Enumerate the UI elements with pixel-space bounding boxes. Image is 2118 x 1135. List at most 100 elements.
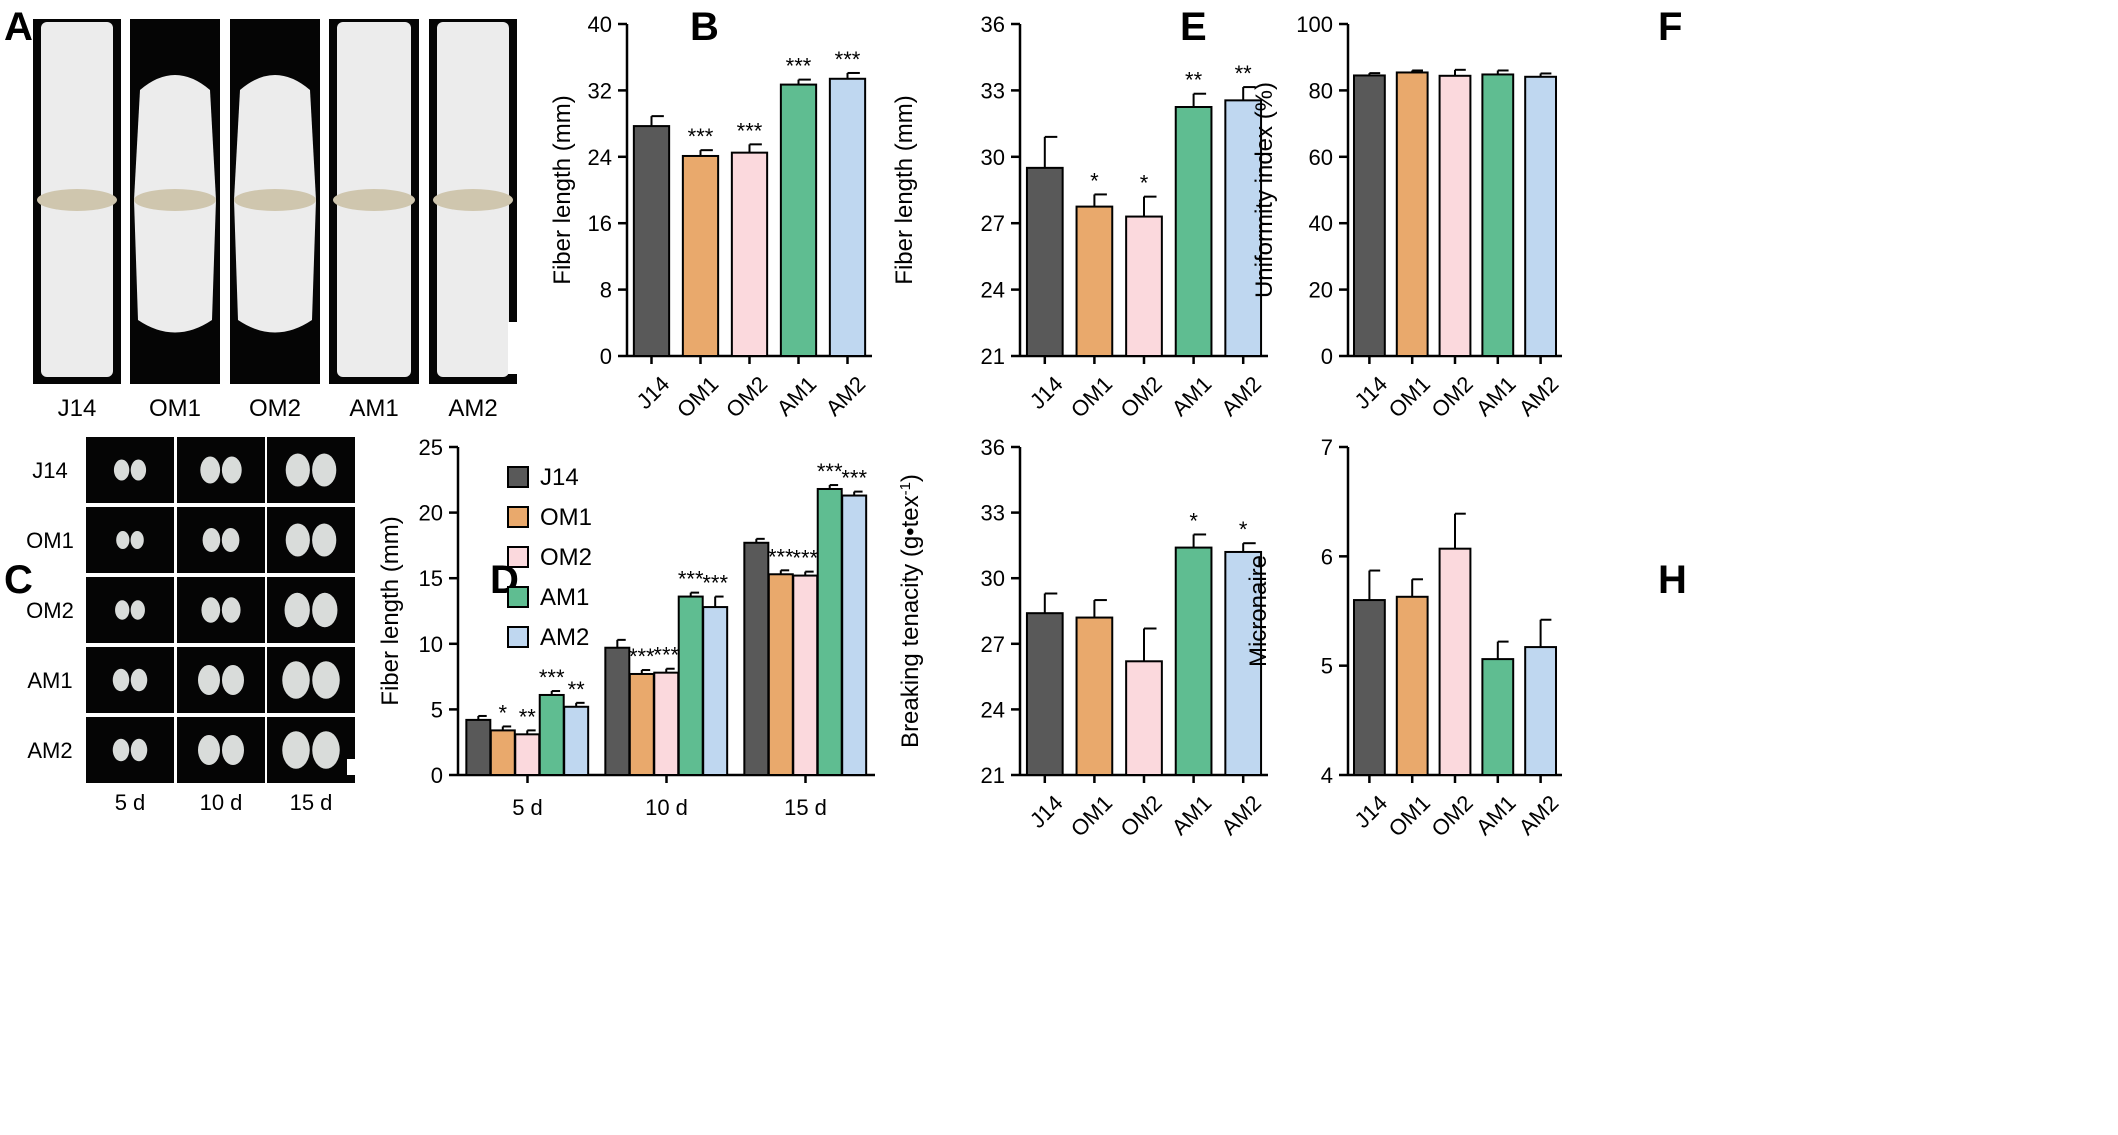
ovule-frame [177, 717, 265, 783]
y-tick-label: 21 [981, 344, 1005, 369]
ovule [221, 456, 242, 484]
ovule [284, 592, 310, 628]
significance-label: *** [768, 544, 794, 569]
ovule [312, 661, 340, 699]
y-axis-label: Micronaire [1245, 555, 1272, 667]
row-label: AM1 [27, 668, 72, 693]
ovule [282, 661, 310, 699]
bar [538, 693, 565, 777]
legend-swatch [507, 546, 529, 568]
y-axis-label-suffix: ) [897, 474, 924, 482]
x-tick-label: AM1 [772, 371, 822, 421]
y-tick-label: 40 [588, 12, 612, 37]
bar [1125, 660, 1163, 776]
y-tick-label: 36 [981, 12, 1005, 37]
chart-panel-g: 21 24 27 30 33 36 Breaking tenacity (g•tex-1) J… [897, 435, 1268, 842]
significance-label: * [499, 700, 508, 725]
y-tick-label: 24 [588, 145, 612, 170]
legend-label: J14 [540, 464, 579, 491]
bar [1125, 215, 1163, 357]
y-axis-label: Fiber length (mm) [549, 95, 576, 284]
y-tick-label: 21 [981, 763, 1005, 788]
ovule-photo-panel: J14 OM1 OM2 AM1 AM2 5 d 10 d 15 d [26, 437, 355, 815]
fiber-tie [37, 189, 117, 211]
ovule [198, 665, 220, 695]
y-tick-label: 5 [1321, 654, 1333, 679]
bar [681, 154, 720, 357]
y-tick-label: 20 [419, 501, 443, 526]
x-tick-label: OM1 [1384, 371, 1435, 422]
bar [743, 541, 770, 776]
significance-label: *** [629, 644, 655, 669]
legend-swatch [507, 626, 529, 648]
legend-swatch [507, 586, 529, 608]
ovule [115, 600, 130, 620]
column-label: 5 d [115, 790, 146, 815]
x-tick-label: OM2 [1115, 371, 1166, 422]
ovule-frame [86, 577, 174, 643]
ovule [130, 600, 145, 620]
ovule [222, 665, 244, 695]
y-tick-label: 8 [600, 278, 612, 303]
chart-panel-b: 0 8 16 24 32 40 Fiber length (mm) J14 *** OM1 *** O… [549, 12, 872, 423]
bar [702, 606, 729, 777]
y-tick-label: 6 [1321, 544, 1333, 569]
fiber-tie [234, 189, 316, 211]
x-tick-label: J14 [1025, 790, 1068, 833]
significance-label: *** [702, 571, 728, 596]
bar [1075, 205, 1114, 357]
significance-label: *** [841, 466, 867, 491]
y-tick-label: 24 [981, 278, 1005, 303]
row-label: J14 [32, 458, 67, 483]
x-tick-label: AM2 [1216, 790, 1266, 840]
bar [1352, 599, 1386, 776]
ovule [130, 459, 147, 481]
bar [816, 487, 843, 776]
bar [1025, 612, 1064, 776]
significance-label: * [1090, 168, 1099, 193]
x-tick-label: J14 [632, 371, 675, 414]
bar [1224, 99, 1263, 357]
legend-label: AM2 [540, 624, 589, 651]
y-tick-label: 33 [981, 501, 1005, 526]
bar [514, 733, 541, 777]
x-tick-label: 5 d [512, 795, 543, 820]
row-label: OM2 [26, 598, 74, 623]
y-tick-label: 36 [981, 435, 1005, 460]
row-label: AM2 [27, 738, 72, 763]
ovule [112, 738, 130, 762]
photo-label: OM2 [249, 395, 301, 422]
ovule-frame [86, 647, 174, 713]
y-tick-label: 10 [419, 632, 443, 657]
scale-bar [508, 322, 517, 374]
panel-letter-f: F [1658, 5, 1682, 49]
y-tick-label: 25 [419, 435, 443, 460]
significance-label: *** [653, 643, 679, 668]
y-tick-label: 80 [1309, 78, 1333, 103]
ovule-frame [267, 577, 355, 643]
ovule [312, 592, 338, 628]
bar [779, 83, 818, 357]
fiber-tie [433, 189, 513, 211]
scale-bar [347, 759, 355, 775]
y-tick-label: 60 [1309, 145, 1333, 170]
significance-label: ** [568, 677, 586, 702]
legend-swatch [507, 506, 529, 528]
x-tick-label: 15 d [784, 795, 827, 820]
ovule-frame [267, 717, 355, 783]
ovule-frame [177, 507, 265, 573]
y-axis-label: Fiber length (mm) [377, 516, 404, 705]
ovule [201, 597, 221, 623]
y-tick-label: 30 [981, 145, 1005, 170]
x-tick-label: OM2 [721, 371, 772, 422]
ovule [130, 668, 148, 692]
x-tick-label: AM1 [1167, 790, 1217, 840]
x-tick-label: OM2 [1426, 371, 1477, 422]
y-tick-label: 32 [588, 78, 612, 103]
ovule [202, 528, 221, 552]
x-tick-label: AM2 [1514, 371, 1564, 421]
panel-letter-h: H [1658, 558, 1687, 602]
bar [1075, 616, 1114, 776]
